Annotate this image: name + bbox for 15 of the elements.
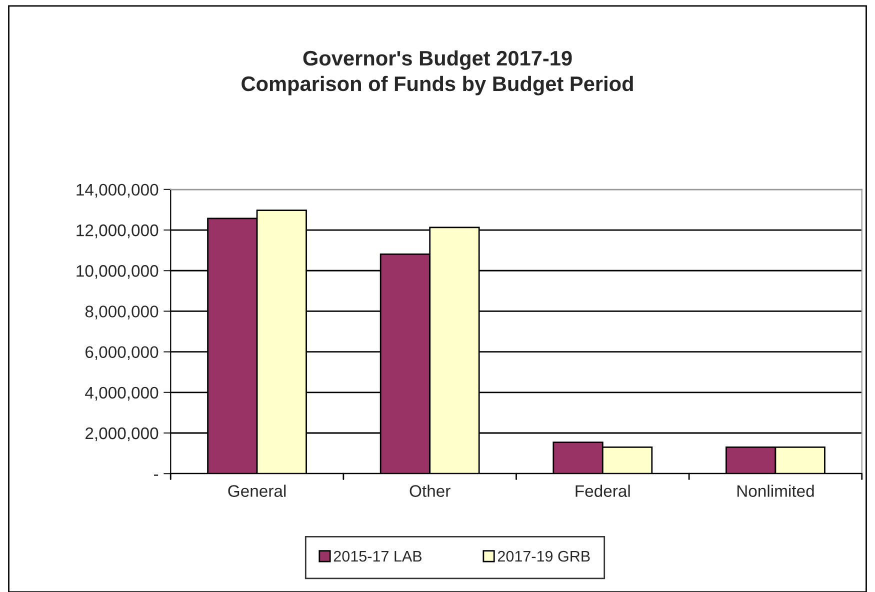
y-tick-label: 8,000,000 xyxy=(85,306,158,320)
x-tick-label: Other xyxy=(410,484,450,497)
x-tick-label: General xyxy=(228,484,286,497)
legend-label: 2015-17 LAB xyxy=(334,550,422,562)
y-tick-label: 2,000,000 xyxy=(86,427,158,442)
chart-title: Governor's Budget 2017-19 Comparison of Funds by Budget Period xyxy=(242,50,633,96)
y-tick-label: - xyxy=(154,474,158,476)
legend-label: 2017-19 GRB xyxy=(498,550,590,562)
y-tick-label: 12,000,000 xyxy=(76,224,158,238)
y-tick-label: 6,000,000 xyxy=(86,346,158,360)
x-tick-label: Federal xyxy=(576,484,630,497)
y-tick-label: 4,000,000 xyxy=(85,386,158,401)
x-tick-label: Nonlimited xyxy=(737,484,814,497)
y-tick-label: 10,000,000 xyxy=(76,265,158,279)
y-tick-label: 14,000,000 xyxy=(76,184,158,198)
